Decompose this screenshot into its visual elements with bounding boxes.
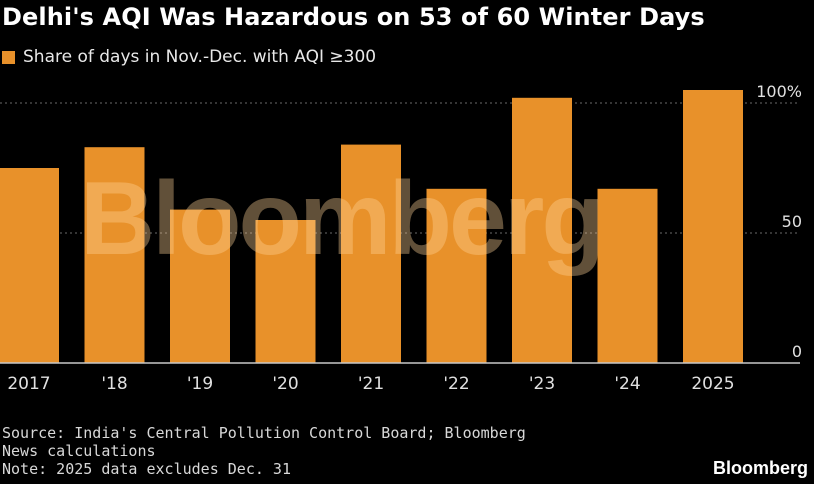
bar-23 xyxy=(512,97,572,364)
bar-22 xyxy=(426,188,487,363)
legend-label: Share of days in Nov.-Dec. with AQI ≥300 xyxy=(23,47,377,67)
x-tick-label: '23 xyxy=(529,374,555,394)
x-tick-label: '24 xyxy=(614,374,640,394)
bar-chart: 0 50 100% 2017 '18 '19 '20 '21 '22 '23 '24 2025 xyxy=(0,82,802,394)
x-tick-label: '22 xyxy=(443,374,469,394)
bar-20 xyxy=(255,220,316,363)
bloomberg-logo: Bloomberg xyxy=(712,458,808,478)
y-tick-label: 100% xyxy=(756,82,802,101)
x-tick-label: '19 xyxy=(187,374,213,394)
x-tick-label: 2017 xyxy=(7,374,50,394)
bar-24 xyxy=(597,188,658,363)
legend: Share of days in Nov.-Dec. with AQI ≥300 xyxy=(2,47,376,67)
data-note: Note: 2025 data excludes Dec. 31 xyxy=(2,460,291,478)
legend-swatch xyxy=(2,50,15,64)
bar-2017 xyxy=(0,168,59,363)
x-tick-label: 2025 xyxy=(691,374,734,394)
bar-2025 xyxy=(683,90,743,363)
source-note: Source: India's Central Pollution Contro… xyxy=(2,424,526,460)
bar-18 xyxy=(84,147,145,363)
chart-footer: Source: India's Central Pollution Contro… xyxy=(2,424,542,478)
x-tick-label: '20 xyxy=(272,374,298,394)
axes: 0 50 100% 2017 '18 '19 '20 '21 '22 '23 '24 2025 xyxy=(0,82,802,394)
bar-21 xyxy=(341,144,401,363)
bars xyxy=(0,90,743,364)
y-tick-label: 0 xyxy=(792,342,802,361)
x-tick-label: '18 xyxy=(101,374,127,394)
y-tick-label: 50 xyxy=(782,212,802,231)
x-tick-label: '21 xyxy=(358,374,384,394)
chart-title: Delhi's AQI Was Hazardous on 53 of 60 Wi… xyxy=(2,3,705,31)
bar-19 xyxy=(170,209,230,363)
